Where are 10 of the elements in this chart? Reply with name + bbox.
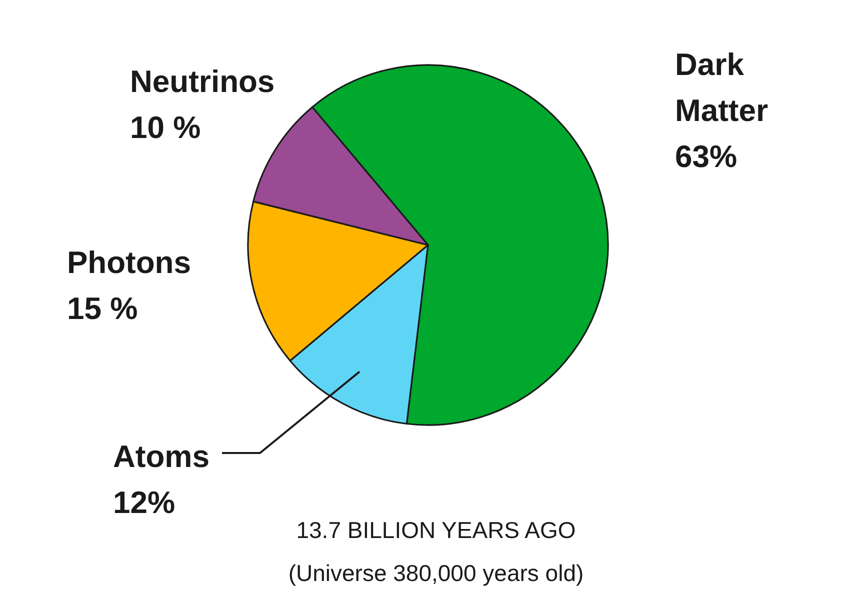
slice-label: Dark Matter xyxy=(675,47,768,128)
text: (Universe 380,000 years old) xyxy=(288,560,584,586)
slice-label: Neutrinos xyxy=(130,64,275,99)
slice-label: Photons xyxy=(67,245,191,280)
data-label: 63% xyxy=(675,139,738,174)
data-label: 12% xyxy=(113,485,176,520)
data-label: 15 % xyxy=(67,291,138,326)
data-label: 10 % xyxy=(130,110,201,145)
text: 13.7 BILLION YEARS AGO xyxy=(296,517,576,543)
slice-label: Atoms xyxy=(113,439,210,474)
